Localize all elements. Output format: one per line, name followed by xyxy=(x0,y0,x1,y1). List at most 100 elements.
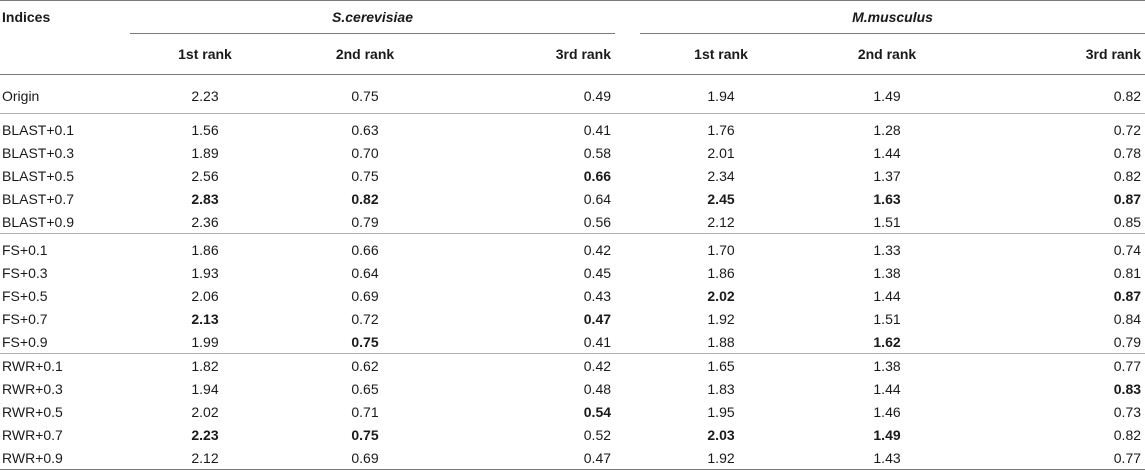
value-cell: 1.63 xyxy=(873,190,901,207)
value-cell: 0.62 xyxy=(351,357,379,374)
row-label: BLAST+0.7 xyxy=(2,190,74,207)
row-label: BLAST+0.9 xyxy=(2,213,74,230)
rank-header: 1st rank xyxy=(694,46,748,62)
value-cell: 0.72 xyxy=(1113,121,1142,138)
column-gap xyxy=(615,377,640,400)
column-gap xyxy=(615,210,640,234)
column-gap xyxy=(615,307,640,330)
value-cell: 0.75 xyxy=(351,88,379,104)
row-label: FS+0.5 xyxy=(2,287,48,304)
value-cell: 1.44 xyxy=(873,380,901,397)
value-cell: 0.47 xyxy=(583,449,612,466)
value-cell: 0.66 xyxy=(351,241,379,258)
column-gap xyxy=(615,141,640,164)
value-cell: 0.73 xyxy=(1113,403,1142,420)
value-cell: 2.23 xyxy=(191,426,219,443)
value-cell: 2.36 xyxy=(191,213,219,230)
table-row: BLAST+0.3 1.89 0.70 0.58 2.01 1.44 0.78 xyxy=(0,141,1145,164)
table-row: FS+0.5 2.06 0.69 0.43 2.02 1.44 0.87 xyxy=(0,284,1145,307)
value-cell: 0.74 xyxy=(1113,241,1142,258)
table-row: RWR+0.7 2.23 0.75 0.52 2.03 1.49 0.82 xyxy=(0,423,1145,446)
value-cell: 1.44 xyxy=(873,287,901,304)
value-cell: 0.45 xyxy=(583,264,612,281)
group-origin: Origin 2.23 0.75 0.49 1.94 1.49 0.82 xyxy=(0,75,1145,114)
value-cell: 0.87 xyxy=(1113,287,1142,304)
value-cell: 1.94 xyxy=(707,88,735,104)
value-cell: 1.95 xyxy=(707,403,735,420)
value-cell: 1.86 xyxy=(191,241,219,258)
column-gap xyxy=(615,187,640,210)
value-cell: 2.56 xyxy=(191,167,219,184)
column-gap xyxy=(615,354,640,378)
row-label: FS+0.7 xyxy=(2,310,48,327)
value-cell: 1.37 xyxy=(873,167,901,184)
value-cell: 1.49 xyxy=(873,426,901,443)
row-label: FS+0.9 xyxy=(2,333,48,350)
value-cell: 1.82 xyxy=(191,357,219,374)
value-cell: 0.79 xyxy=(351,213,379,230)
value-cell: 2.83 xyxy=(191,190,219,207)
column-gap xyxy=(615,164,640,187)
value-cell: 0.43 xyxy=(583,287,612,304)
value-cell: 0.85 xyxy=(1113,213,1142,230)
value-cell: 1.51 xyxy=(873,310,901,327)
rank-header: 2nd rank xyxy=(335,46,395,62)
value-cell: 1.92 xyxy=(707,310,735,327)
value-cell: 0.42 xyxy=(583,241,612,258)
value-cell: 0.75 xyxy=(351,426,379,443)
value-cell: 0.54 xyxy=(583,403,612,420)
table-row: RWR+0.3 1.94 0.65 0.48 1.83 1.44 0.83 xyxy=(0,377,1145,400)
column-gap xyxy=(615,75,640,114)
value-cell: 1.46 xyxy=(873,403,901,420)
value-cell: 1.92 xyxy=(707,449,735,466)
column-gap xyxy=(615,234,640,262)
header-row-ranks: 1st rank 2nd rank 3rd rank 1st rank 2nd … xyxy=(0,34,1145,75)
row-label: BLAST+0.5 xyxy=(2,167,74,184)
value-cell: 0.48 xyxy=(583,380,612,397)
column-gap xyxy=(615,284,640,307)
column-gap xyxy=(615,330,640,354)
value-cell: 1.76 xyxy=(707,121,735,138)
value-cell: 2.01 xyxy=(707,144,735,161)
value-cell: 0.71 xyxy=(351,403,379,420)
value-cell: 1.28 xyxy=(873,121,901,138)
table-row: BLAST+0.5 2.56 0.75 0.66 2.34 1.37 0.82 xyxy=(0,164,1145,187)
value-cell: 1.65 xyxy=(707,357,735,374)
value-cell: 0.41 xyxy=(583,333,612,350)
value-cell: 0.72 xyxy=(351,310,379,327)
value-cell: 2.02 xyxy=(707,287,735,304)
group-fs: FS+0.1 1.86 0.66 0.42 1.70 1.33 0.74 FS+0.3 1.93… xyxy=(0,234,1145,354)
value-cell: 1.38 xyxy=(873,357,901,374)
table-row: FS+0.9 1.99 0.75 0.41 1.88 1.62 0.79 xyxy=(0,330,1145,354)
value-cell: 2.23 xyxy=(191,88,219,104)
value-cell: 2.06 xyxy=(191,287,219,304)
rank-header: 3rd rank xyxy=(1085,46,1142,62)
value-cell: 1.99 xyxy=(191,333,219,350)
row-label: RWR+0.9 xyxy=(2,449,63,466)
column-gap xyxy=(615,446,640,470)
value-cell: 0.56 xyxy=(583,213,612,230)
value-cell: 0.42 xyxy=(583,357,612,374)
value-cell: 0.69 xyxy=(351,287,379,304)
value-cell: 2.34 xyxy=(707,167,735,184)
value-cell: 0.58 xyxy=(583,144,612,161)
column-gap xyxy=(615,114,640,142)
value-cell: 1.93 xyxy=(191,264,219,281)
value-cell: 2.45 xyxy=(707,190,735,207)
group-rwr: RWR+0.1 1.82 0.62 0.42 1.65 1.38 0.77 RWR+0.3 1.… xyxy=(0,354,1145,470)
value-cell: 1.83 xyxy=(707,380,735,397)
value-cell: 1.38 xyxy=(873,264,901,281)
row-label: FS+0.1 xyxy=(2,241,48,258)
row-label: RWR+0.3 xyxy=(2,380,63,397)
group-blast: BLAST+0.1 1.56 0.63 0.41 1.76 1.28 0.72 BLAST+0… xyxy=(0,114,1145,234)
column-gap xyxy=(615,423,640,446)
value-cell: 1.86 xyxy=(707,264,735,281)
value-cell: 2.13 xyxy=(191,310,219,327)
value-cell: 0.75 xyxy=(351,167,379,184)
value-cell: 1.56 xyxy=(191,121,219,138)
value-cell: 1.33 xyxy=(873,241,901,258)
table-row: BLAST+0.7 2.83 0.82 0.64 2.45 1.63 0.87 xyxy=(0,187,1145,210)
value-cell: 1.49 xyxy=(873,88,901,104)
value-cell: 0.82 xyxy=(1113,88,1142,104)
